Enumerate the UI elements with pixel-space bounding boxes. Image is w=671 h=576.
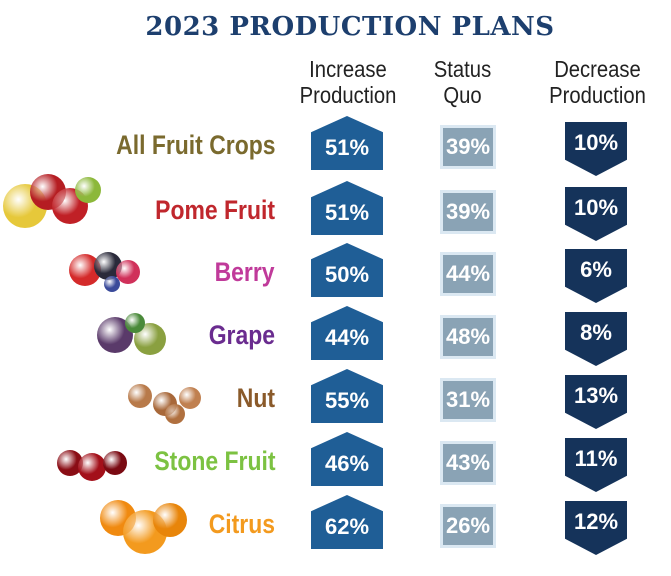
header-decrease: Decrease Production bbox=[549, 56, 646, 108]
stone-fruit-fruit-image bbox=[78, 453, 106, 481]
row-label-pome-fruit: Pome Fruit bbox=[155, 195, 275, 225]
nut-fruit-image bbox=[179, 387, 201, 409]
stone-fruit-fruit-image bbox=[103, 451, 127, 475]
increase-value-nut: 55% bbox=[311, 369, 383, 423]
row-label-nut: Nut bbox=[236, 383, 275, 413]
citrus-fruit-image bbox=[153, 503, 187, 537]
status-quo-value-all-fruit-crops: 39% bbox=[440, 125, 496, 169]
increase-value-all-fruit-crops: 51% bbox=[311, 116, 383, 170]
berry-fruit-image bbox=[116, 260, 140, 284]
status-quo-value-stone-fruit: 43% bbox=[440, 441, 496, 485]
decrease-value-nut: 13% bbox=[565, 375, 627, 429]
decrease-value-stone-fruit: 11% bbox=[565, 438, 627, 492]
row-label-berry: Berry bbox=[215, 257, 275, 287]
increase-value-citrus: 62% bbox=[311, 495, 383, 549]
status-quo-value-pome-fruit: 39% bbox=[440, 190, 496, 234]
increase-value-stone-fruit: 46% bbox=[311, 432, 383, 486]
status-quo-value-citrus: 26% bbox=[440, 504, 496, 548]
decrease-value-grape: 8% bbox=[565, 312, 627, 366]
nut-fruit-image bbox=[165, 404, 185, 424]
decrease-value-all-fruit-crops: 10% bbox=[565, 122, 627, 176]
header-increase: Increase Production bbox=[299, 56, 397, 108]
grape-fruit-image bbox=[125, 313, 145, 333]
status-quo-value-grape: 48% bbox=[440, 315, 496, 359]
berry-fruit-image bbox=[104, 276, 120, 292]
row-label-grape: Grape bbox=[208, 320, 275, 350]
status-quo-value-berry: 44% bbox=[440, 252, 496, 296]
header-status-quo: Status Quo bbox=[433, 56, 492, 108]
row-label-all-fruit-crops: All Fruit Crops bbox=[115, 130, 275, 160]
status-quo-value-nut: 31% bbox=[440, 378, 496, 422]
decrease-value-pome-fruit: 10% bbox=[565, 187, 627, 241]
row-label-stone-fruit: Stone Fruit bbox=[153, 446, 275, 476]
increase-value-grape: 44% bbox=[311, 306, 383, 360]
row-label-citrus: Citrus bbox=[208, 509, 275, 539]
decrease-value-berry: 6% bbox=[565, 249, 627, 303]
increase-value-pome-fruit: 51% bbox=[311, 181, 383, 235]
pome-fruit-fruit-image bbox=[75, 177, 101, 203]
increase-value-berry: 50% bbox=[311, 243, 383, 297]
decrease-value-citrus: 12% bbox=[565, 501, 627, 555]
chart-title: 2023 PRODUCTION PLANS bbox=[145, 12, 555, 42]
nut-fruit-image bbox=[128, 384, 152, 408]
